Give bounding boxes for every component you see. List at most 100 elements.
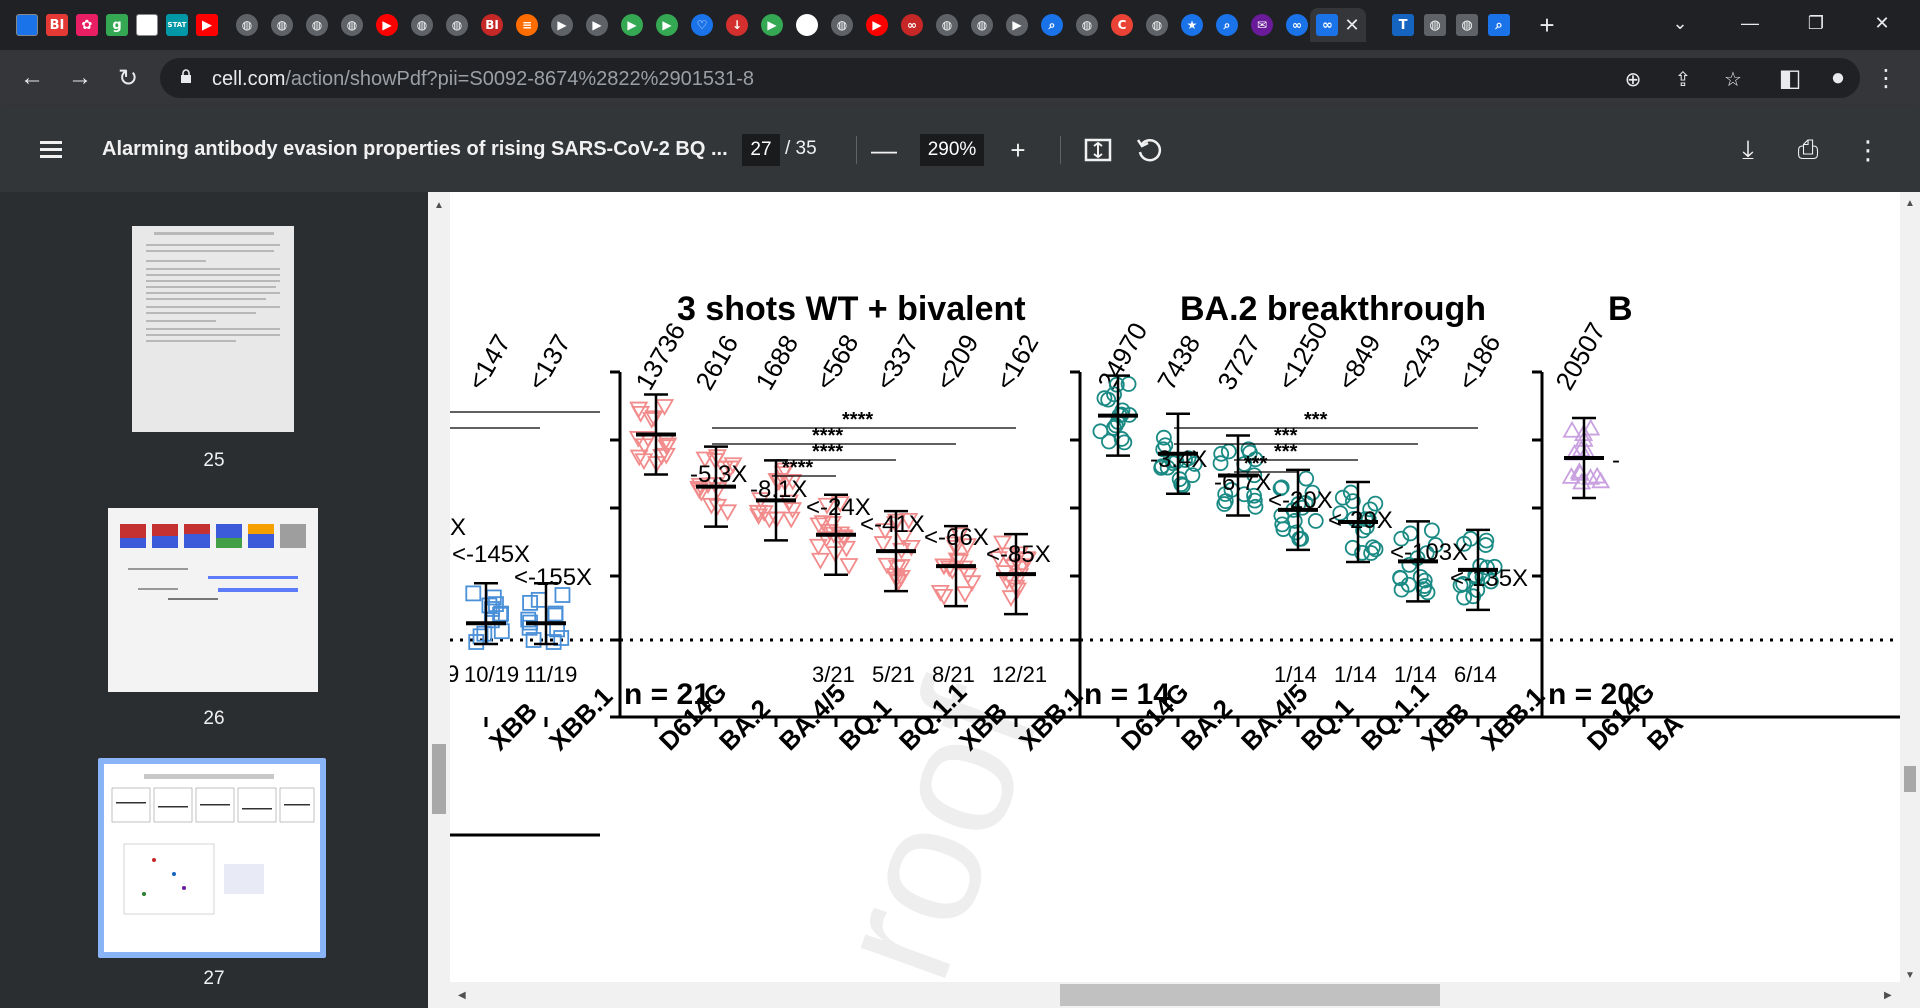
data-point	[520, 611, 537, 628]
far-panel: B n = 20 -	[1540, 290, 1900, 719]
tab-site-10[interactable]: ▶	[547, 8, 577, 42]
tab-site-27[interactable]: ◍	[1142, 8, 1172, 42]
vertical-scrollbar[interactable]	[1900, 192, 1920, 1008]
tab-globe[interactable]	[12, 8, 42, 42]
tab-site-tail-2[interactable]: ◍	[1420, 8, 1450, 42]
thumbnail-page-25[interactable]	[132, 226, 294, 432]
active-tab[interactable]: ∞ ✕	[1310, 8, 1366, 42]
tab-g[interactable]: g	[102, 8, 132, 42]
fit-page-icon[interactable]	[1080, 132, 1116, 168]
tab-site-19[interactable]: ▶	[862, 8, 892, 42]
sidepanel-icon[interactable]: ◧	[1778, 64, 1802, 92]
download-icon[interactable]: ⤓	[1742, 134, 1754, 164]
tab-youtube[interactable]: ▶	[192, 8, 222, 42]
tab-search-icon[interactable]: ⌄	[1672, 12, 1688, 33]
tab-site-12[interactable]: ▶	[617, 8, 647, 42]
zoom-out-button[interactable]: —	[871, 134, 897, 165]
back-button[interactable]: ←	[20, 64, 44, 91]
tab-site-5[interactable]: ▶	[372, 8, 402, 42]
tab-site-29[interactable]: ⌕	[1212, 8, 1242, 42]
thumbnail-page-26[interactable]	[108, 508, 318, 692]
page-number-input[interactable]: 27	[742, 134, 780, 166]
tab-site-23[interactable]: ▶	[1002, 8, 1032, 42]
scroll-left-arrow[interactable]: ◀	[458, 990, 466, 1001]
tab-site-28[interactable]: ★	[1177, 8, 1207, 42]
site-favicon-icon: ✉	[1251, 14, 1273, 36]
tab-site-24[interactable]: ⌕	[1037, 8, 1067, 42]
tab-site-16[interactable]: ▶	[757, 8, 787, 42]
data-point	[1017, 551, 1037, 568]
tab-site-4[interactable]: ◍	[337, 8, 367, 42]
tab-stat[interactable]: STAT	[162, 8, 192, 42]
titer-label: 2616	[689, 330, 744, 395]
zoom-icon[interactable]: ⊕	[1624, 68, 1642, 91]
tab-site-15[interactable]: ↓	[722, 8, 752, 42]
forward-button[interactable]: →	[68, 64, 92, 91]
thumbnail-sidebar: 25 26	[0, 192, 428, 1008]
tab-site-tail-4[interactable]: ⌕	[1484, 8, 1514, 42]
tab-site-14[interactable]: ♡	[687, 8, 717, 42]
scroll-thumb[interactable]	[1060, 984, 1440, 1006]
close-window-button[interactable]: ✕	[1874, 12, 1890, 33]
tab-site-26[interactable]: C	[1107, 8, 1137, 42]
site-favicon-icon: ▶	[761, 14, 783, 36]
tab-site-21[interactable]: ◍	[932, 8, 962, 42]
tab-site-2[interactable]: ◍	[267, 8, 297, 42]
address-bar[interactable]: cell.com/action/showPdf?pii=S0092-8674%2…	[160, 58, 1860, 98]
tab-site-3[interactable]: ◍	[302, 8, 332, 42]
site-favicon-icon: ▶	[621, 14, 643, 36]
bookmark-star-icon[interactable]: ☆	[1724, 68, 1742, 91]
scroll-up-arrow[interactable]: ▲	[1905, 198, 1915, 209]
data-point	[1367, 495, 1384, 512]
tab-blank[interactable]	[132, 8, 162, 42]
data-point	[1247, 451, 1264, 468]
scroll-up-arrow[interactable]: ▲	[434, 200, 444, 211]
close-icon[interactable]: ✕	[1344, 14, 1360, 35]
profile-avatar[interactable]: ●	[1830, 64, 1846, 91]
tab-flower[interactable]: ✿	[72, 8, 102, 42]
reload-button[interactable]: ↻	[117, 64, 139, 92]
bi-icon: BI	[46, 14, 68, 36]
tab-site-18[interactable]: ◍	[827, 8, 857, 42]
zoom-in-button[interactable]: +	[1010, 134, 1026, 165]
tab-site-9[interactable]: ≡	[512, 8, 542, 42]
scroll-right-arrow[interactable]: ▶	[1884, 990, 1892, 1001]
rotate-icon[interactable]	[1132, 132, 1168, 168]
data-point	[554, 587, 571, 603]
tab-bi[interactable]: BI	[42, 8, 72, 42]
data-point	[1272, 480, 1289, 497]
share-icon[interactable]: ⇪	[1674, 68, 1692, 91]
data-point	[1216, 496, 1233, 512]
thumbnail-page-27[interactable]	[104, 764, 320, 952]
tab-site-tail-3[interactable]: ◍	[1452, 8, 1482, 42]
menu-kebab-icon[interactable]: ⋮	[1874, 64, 1898, 92]
more-options-icon[interactable]: ⋮	[1855, 134, 1881, 165]
print-icon[interactable]: ⎙	[1797, 134, 1819, 164]
restore-button[interactable]: ❐	[1807, 12, 1825, 33]
hamburger-menu-icon[interactable]	[36, 134, 66, 164]
tab-site-17[interactable]: ▦	[792, 8, 822, 42]
tab-site-7[interactable]: ◍	[442, 8, 472, 42]
tab-site-1[interactable]: ◍	[232, 8, 262, 42]
tab-site-22[interactable]: ◍	[967, 8, 997, 42]
tab-site-13[interactable]: ▶	[652, 8, 682, 42]
minimize-button[interactable]: —	[1741, 12, 1759, 33]
scroll-thumb[interactable]	[1904, 766, 1916, 792]
data-point	[839, 558, 859, 575]
scroll-down-arrow[interactable]: ▼	[1905, 970, 1915, 981]
new-tab-button[interactable]: +	[1539, 9, 1555, 40]
tab-site-tail-1[interactable]: T	[1388, 8, 1418, 42]
tab-site-31[interactable]: ∞	[1282, 8, 1312, 42]
tab-site-30[interactable]: ✉	[1247, 8, 1277, 42]
left-margin-scrollbar[interactable]: ▲ ▼	[428, 192, 450, 999]
tab-site-25[interactable]: ◍	[1072, 8, 1102, 42]
scroll-thumb[interactable]	[432, 744, 446, 814]
tab-site-6[interactable]: ◍	[407, 8, 437, 42]
tab-site-20[interactable]: ∞	[897, 8, 927, 42]
pdf-viewport[interactable]: ▲ ▼ roof X 9 3 shots WT + bivalent n = 2…	[428, 192, 1920, 1008]
data-point	[1092, 423, 1109, 440]
zoom-level-input[interactable]: 290%	[920, 134, 984, 166]
tab-site-8[interactable]: BI	[477, 8, 507, 42]
data-point	[1293, 530, 1309, 547]
tab-site-11[interactable]: ▶	[582, 8, 612, 42]
